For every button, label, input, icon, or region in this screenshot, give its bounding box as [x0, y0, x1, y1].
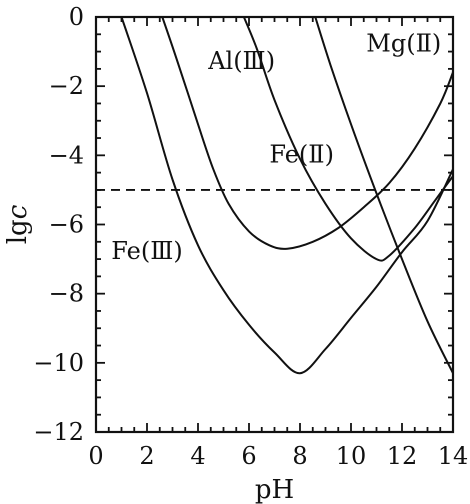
series-mg-curve: [314, 16, 454, 375]
y-tick-label: −10: [33, 349, 84, 377]
series-al-curve: [161, 16, 454, 250]
x-axis-title: pH: [255, 475, 294, 504]
x-tick-label: 8: [292, 442, 307, 470]
y-tick-label: −12: [33, 418, 84, 446]
series-label: Mg(Ⅱ): [366, 30, 441, 58]
series-label: Fe(Ⅲ): [111, 237, 182, 265]
series-fe-curve: [242, 16, 454, 262]
y-axis-title: lgc: [3, 204, 33, 244]
x-tick-label: 0: [88, 442, 103, 470]
x-tick-label: 6: [241, 442, 256, 470]
y-tick-label: 0: [69, 3, 84, 31]
x-tick-label: 10: [336, 442, 367, 470]
x-tick-label: 2: [139, 442, 154, 470]
x-tick-label: 14: [438, 442, 469, 470]
x-tick-label: 4: [190, 442, 205, 470]
y-tick-label: −8: [49, 280, 84, 308]
y-tick-label: −2: [49, 72, 84, 100]
series-label: Al(Ⅲ): [207, 47, 275, 75]
plot-frame: [94, 15, 455, 434]
axis-ticks: [95, 16, 454, 433]
series-annotations: Al(Ⅲ) Mg(Ⅱ) Fe(Ⅱ) Fe(Ⅲ): [111, 30, 441, 266]
tick-labels: 0 2 4 6 8 10 12 14 0 −2 −4 −6 −8 −10 −12: [33, 3, 468, 470]
series-label: Fe(Ⅱ): [269, 140, 334, 168]
series-fe-curve: [120, 16, 454, 375]
series-curves: [120, 16, 454, 375]
y-tick-label: −6: [49, 211, 84, 239]
y-tick-label: −4: [49, 141, 84, 169]
x-tick-label: 12: [387, 442, 418, 470]
